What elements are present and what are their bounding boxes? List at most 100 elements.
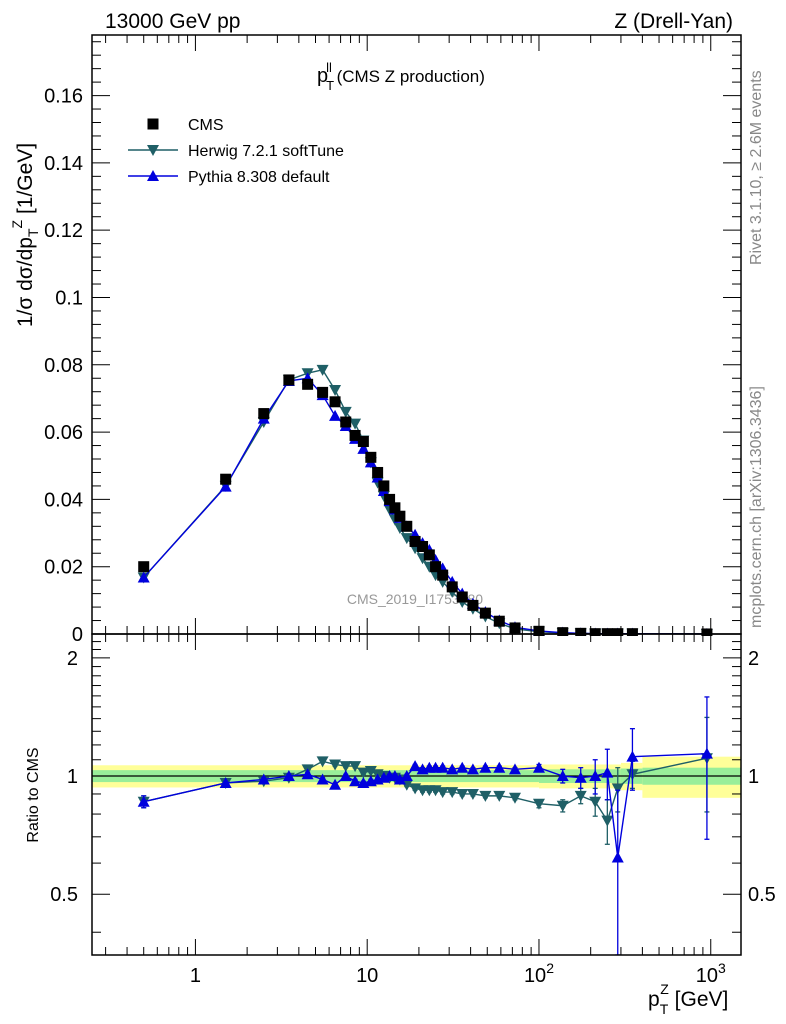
data-point [138, 561, 150, 573]
rivet-label: Rivet 3.1.10, ≥ 2.6M events [748, 70, 765, 265]
ratio-point [282, 770, 295, 782]
ratio-point [349, 761, 362, 773]
ratio-point [556, 800, 569, 812]
ratio-point [137, 795, 150, 807]
ratio-point [339, 761, 352, 773]
y-tick-label-main: 0.1 [55, 287, 83, 309]
x-axis-label: pTZ [GeV] [648, 981, 728, 1017]
data-point [409, 535, 421, 547]
ratio-point [316, 756, 329, 768]
ratio-point [493, 761, 506, 773]
legend: CMS Herwig 7.2.1 softTune Pythia 8.308 def… [128, 117, 344, 186]
data-point [220, 473, 232, 485]
data-point [394, 510, 406, 522]
data-point [365, 451, 377, 463]
data-point [467, 599, 479, 611]
y-axis-ticks-main: 0 0.02 0.04 0.06 0.08 0.1 0.12 0.14 0.16 [44, 41, 741, 646]
ratio-curves [137, 696, 713, 955]
data-point [601, 628, 613, 636]
y-tick-label-main: 0.06 [44, 422, 83, 444]
y-tick-label-ratio: 2 [67, 648, 78, 670]
mc-point [339, 406, 352, 418]
plot-title-sub: T [326, 78, 334, 93]
ratio-point [436, 761, 449, 773]
x-tick-label: 102 [524, 960, 554, 987]
y-tick-label-ratio: 0.5 [50, 884, 78, 906]
x-label-p: p [648, 988, 660, 1011]
mc-point [400, 533, 413, 545]
ratio-point [329, 778, 342, 790]
ratio-point [364, 765, 377, 777]
ratio-point [574, 790, 587, 802]
ratio-point [601, 815, 614, 827]
data-point [437, 569, 449, 581]
data-point [456, 591, 468, 603]
y-axis-label-main: 1/σ dσ/dpTZ [1/GeV] [9, 143, 41, 327]
x-tick-label: 1 [190, 965, 201, 987]
legend-label: Pythia 8.308 default [188, 169, 330, 186]
y-tick-label-main: 0 [72, 624, 83, 646]
y-tick-label-main: 0.02 [44, 557, 83, 579]
ratio-point [532, 761, 545, 773]
data-point [389, 502, 401, 514]
data-point [283, 374, 295, 386]
data-point [509, 622, 521, 634]
data-point [258, 408, 270, 420]
ratio-point [456, 761, 469, 773]
x-tick-label-exponent: 3 [718, 960, 726, 976]
data-point [589, 628, 601, 636]
mc-point [316, 364, 329, 376]
legend-marker [147, 118, 159, 130]
plot-title-sup: ll [326, 60, 332, 75]
data-point [626, 628, 638, 636]
ratio-point [556, 770, 569, 782]
data-point [378, 480, 390, 492]
ratio-point [611, 783, 624, 795]
ratio-point [466, 788, 479, 800]
ratio-point [589, 770, 602, 782]
data-point [446, 581, 458, 593]
y-label-main-unit: [1/GeV] [14, 143, 37, 220]
data-point [575, 627, 587, 636]
x-label-sup: Z [660, 981, 669, 997]
x-axis-ticks: 1 10 102 103 [105, 35, 726, 987]
mc-point [219, 480, 232, 492]
y-tick-label-ratio-right: 0.5 [748, 884, 776, 906]
x-tick-label: 103 [696, 960, 726, 987]
ratio-point [316, 773, 329, 785]
ratio-point [446, 787, 459, 799]
data-point [557, 627, 569, 636]
x-tick-label-base: 10 [524, 965, 546, 987]
y-label-main-text: 1/σ dσ/dp [14, 237, 37, 327]
y-tick-label-ratio: 1 [67, 766, 78, 788]
ratio-point [257, 773, 270, 785]
y-axis-label-ratio: Ratio to CMS [25, 747, 42, 842]
data-point [302, 378, 314, 390]
data-point [384, 493, 396, 505]
ratio-point [601, 766, 614, 778]
data-point [479, 607, 491, 619]
y-label-main-sub: T [25, 228, 41, 237]
y-tick-label-main: 0.12 [44, 220, 83, 242]
ratio-point [508, 763, 521, 775]
legend-label: Herwig 7.2.1 softTune [188, 143, 344, 160]
mcplots-label: mcplots.cern.ch [arXiv:1306.3436] [748, 386, 765, 628]
ratio-point [349, 775, 362, 787]
data-point [493, 615, 505, 627]
ratio-point [479, 790, 492, 802]
watermark: CMS_2019_I1753680 [347, 591, 483, 607]
main-curves [137, 364, 713, 636]
x-label-sub: T [660, 1001, 669, 1017]
data-point [612, 628, 624, 636]
x-label-unit: [GeV] [669, 988, 729, 1011]
ratio-point [493, 790, 506, 802]
data-point [357, 436, 369, 448]
ratio-point [393, 773, 406, 785]
y-tick-label-main: 0.04 [44, 489, 83, 511]
ratio-pythia-8-308-default [137, 696, 713, 955]
ratio-point [409, 760, 422, 772]
data-point [329, 396, 341, 408]
ratio-point [532, 798, 545, 810]
ratio-point [508, 792, 521, 804]
